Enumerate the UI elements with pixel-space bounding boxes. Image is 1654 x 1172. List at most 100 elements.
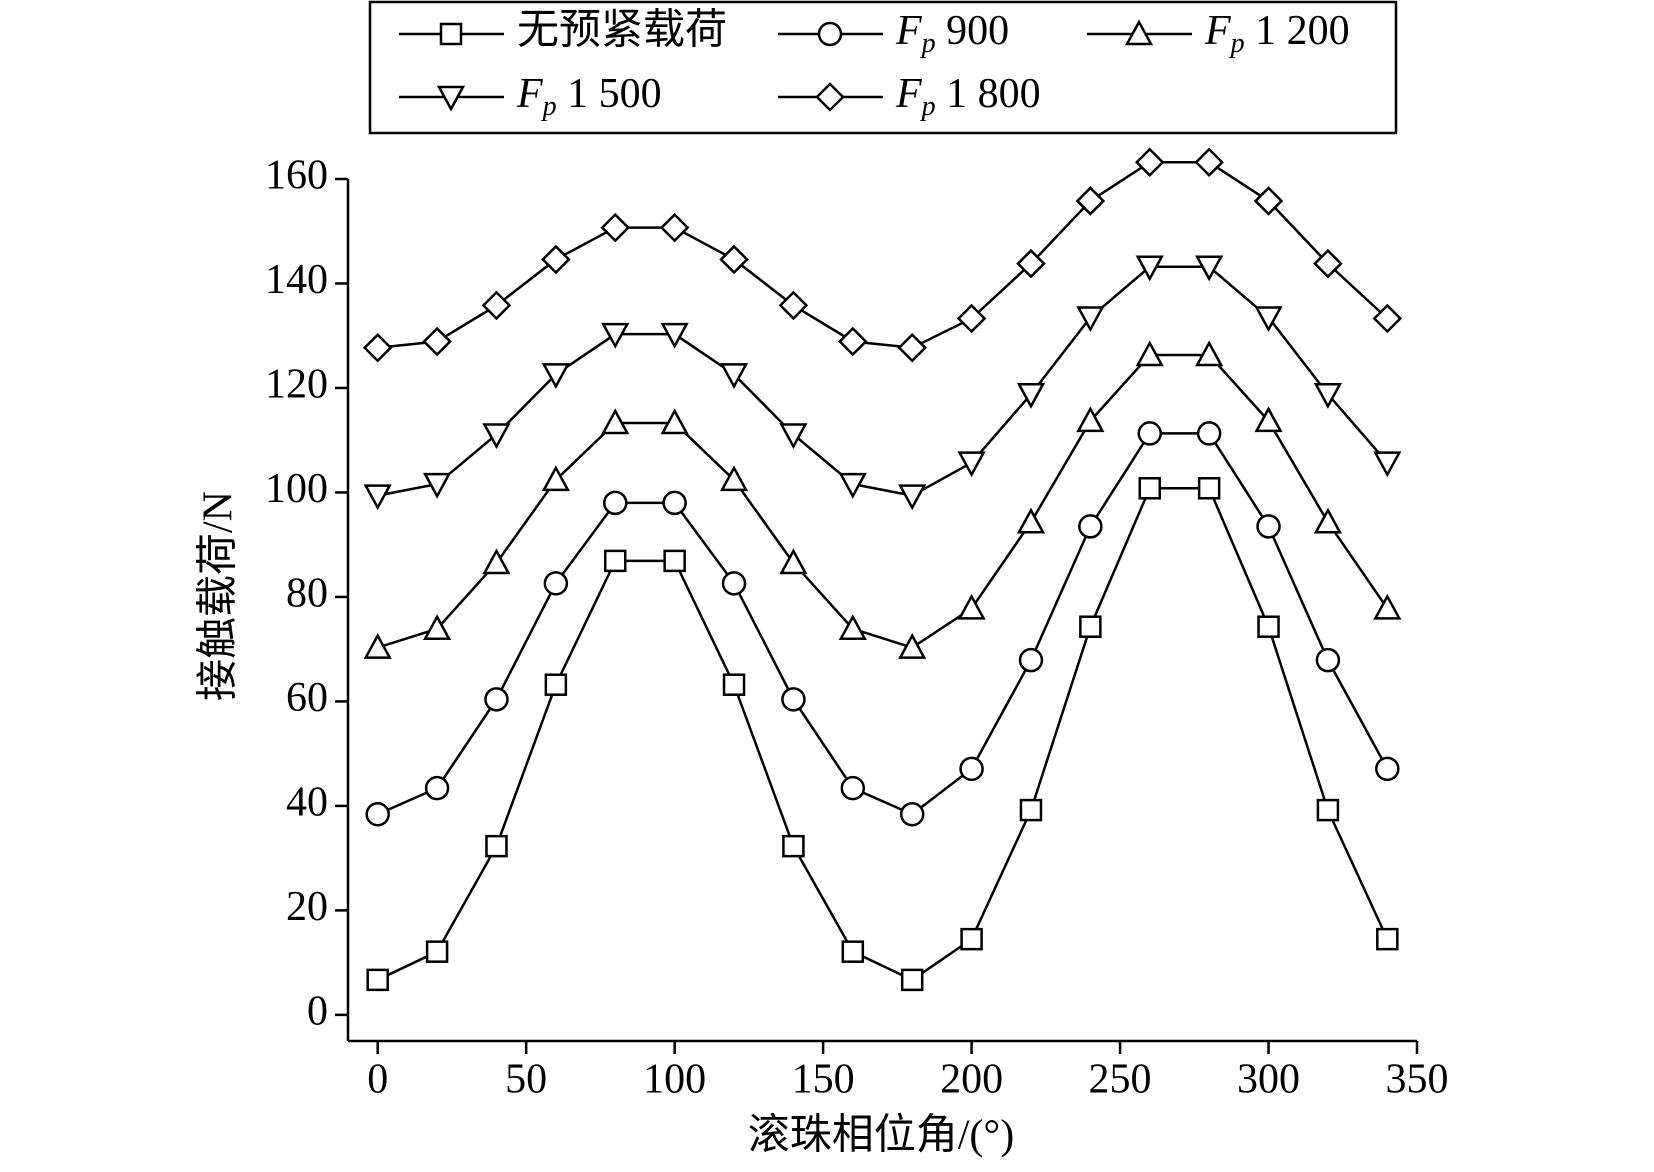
legend-label: Fp 1 200	[1204, 8, 1350, 60]
marker	[543, 571, 569, 596]
y-tick-label: 80	[286, 571, 328, 617]
marker	[1016, 382, 1046, 409]
legend-label: 无预紧载荷	[517, 8, 727, 54]
x-tick-label: 350	[1386, 1057, 1449, 1103]
marker	[541, 244, 571, 275]
y-tick-label: 60	[286, 675, 328, 721]
marker	[956, 303, 987, 334]
x-tick-label: 50	[505, 1057, 547, 1103]
y-tick-label: 20	[286, 884, 328, 930]
marker	[838, 326, 868, 357]
marker	[1135, 255, 1164, 282]
marker	[959, 756, 984, 782]
marker	[1019, 798, 1043, 822]
marker	[1134, 147, 1165, 178]
x-tick-label: 150	[792, 1057, 855, 1103]
marker	[1078, 514, 1103, 539]
series-line	[377, 487, 1389, 982]
y-tick-label: 0	[307, 989, 328, 1035]
marker	[841, 940, 865, 963]
x-tick-label: 250	[1089, 1057, 1152, 1103]
marker	[601, 408, 630, 435]
marker	[900, 968, 924, 992]
marker	[838, 472, 867, 499]
marker	[541, 465, 570, 492]
marker	[721, 571, 747, 596]
marker	[541, 363, 570, 389]
marker	[659, 212, 690, 243]
marker	[1138, 477, 1161, 500]
series-line	[377, 353, 1389, 649]
marker	[362, 332, 393, 363]
marker	[366, 968, 389, 992]
marker	[663, 549, 686, 573]
marker	[1373, 451, 1402, 478]
marker	[838, 614, 867, 641]
marker	[660, 408, 689, 435]
marker	[1256, 514, 1281, 539]
x-tick-label: 0	[367, 1057, 388, 1103]
marker	[1195, 340, 1224, 367]
marker	[1313, 507, 1343, 534]
marker	[425, 940, 449, 963]
series-line	[377, 161, 1389, 350]
marker	[422, 326, 452, 357]
marker	[1079, 615, 1102, 638]
marker	[1196, 421, 1222, 446]
marker	[1016, 248, 1046, 279]
marker	[363, 633, 392, 659]
x-tick-label: 100	[643, 1057, 706, 1103]
marker	[1315, 647, 1341, 673]
marker	[485, 834, 508, 858]
marker	[719, 465, 749, 492]
marker	[957, 451, 986, 478]
marker	[603, 490, 628, 516]
marker	[1124, 19, 1154, 46]
marker	[1257, 615, 1280, 638]
marker	[482, 423, 511, 450]
x-tick-label: 300	[1237, 1057, 1300, 1103]
marker	[1376, 927, 1399, 951]
marker	[1195, 255, 1224, 282]
marker	[365, 802, 390, 827]
marker	[481, 290, 512, 321]
legend-label: Fp 900	[895, 8, 1009, 60]
marker	[817, 21, 843, 47]
marker	[957, 593, 986, 620]
legend-box	[368, 0, 1398, 135]
marker	[1018, 647, 1044, 673]
marker	[1076, 306, 1105, 333]
marker	[897, 332, 927, 363]
marker	[484, 687, 509, 712]
marker	[422, 614, 452, 641]
marker	[782, 834, 805, 858]
marker	[544, 673, 568, 696]
marker	[1316, 798, 1340, 822]
marker	[719, 363, 749, 389]
y-tick-label: 40	[286, 780, 328, 826]
marker	[1135, 340, 1164, 367]
marker	[1197, 477, 1221, 500]
marker	[1313, 382, 1343, 409]
marker	[1253, 186, 1284, 216]
marker	[1016, 507, 1046, 534]
marker	[439, 22, 463, 46]
marker	[779, 548, 808, 575]
marker	[601, 322, 630, 349]
marker	[722, 673, 746, 696]
y-axis-label: 接触载荷/N	[196, 491, 242, 701]
marker	[815, 82, 845, 112]
series-line	[377, 432, 1389, 816]
marker	[719, 244, 749, 275]
marker	[781, 687, 806, 712]
marker	[898, 633, 927, 659]
marker	[779, 423, 808, 450]
marker	[1372, 303, 1403, 334]
marker	[1254, 406, 1283, 433]
marker	[424, 775, 450, 801]
y-tick-label: 140	[265, 257, 328, 303]
marker	[1137, 421, 1162, 446]
marker	[662, 490, 687, 516]
